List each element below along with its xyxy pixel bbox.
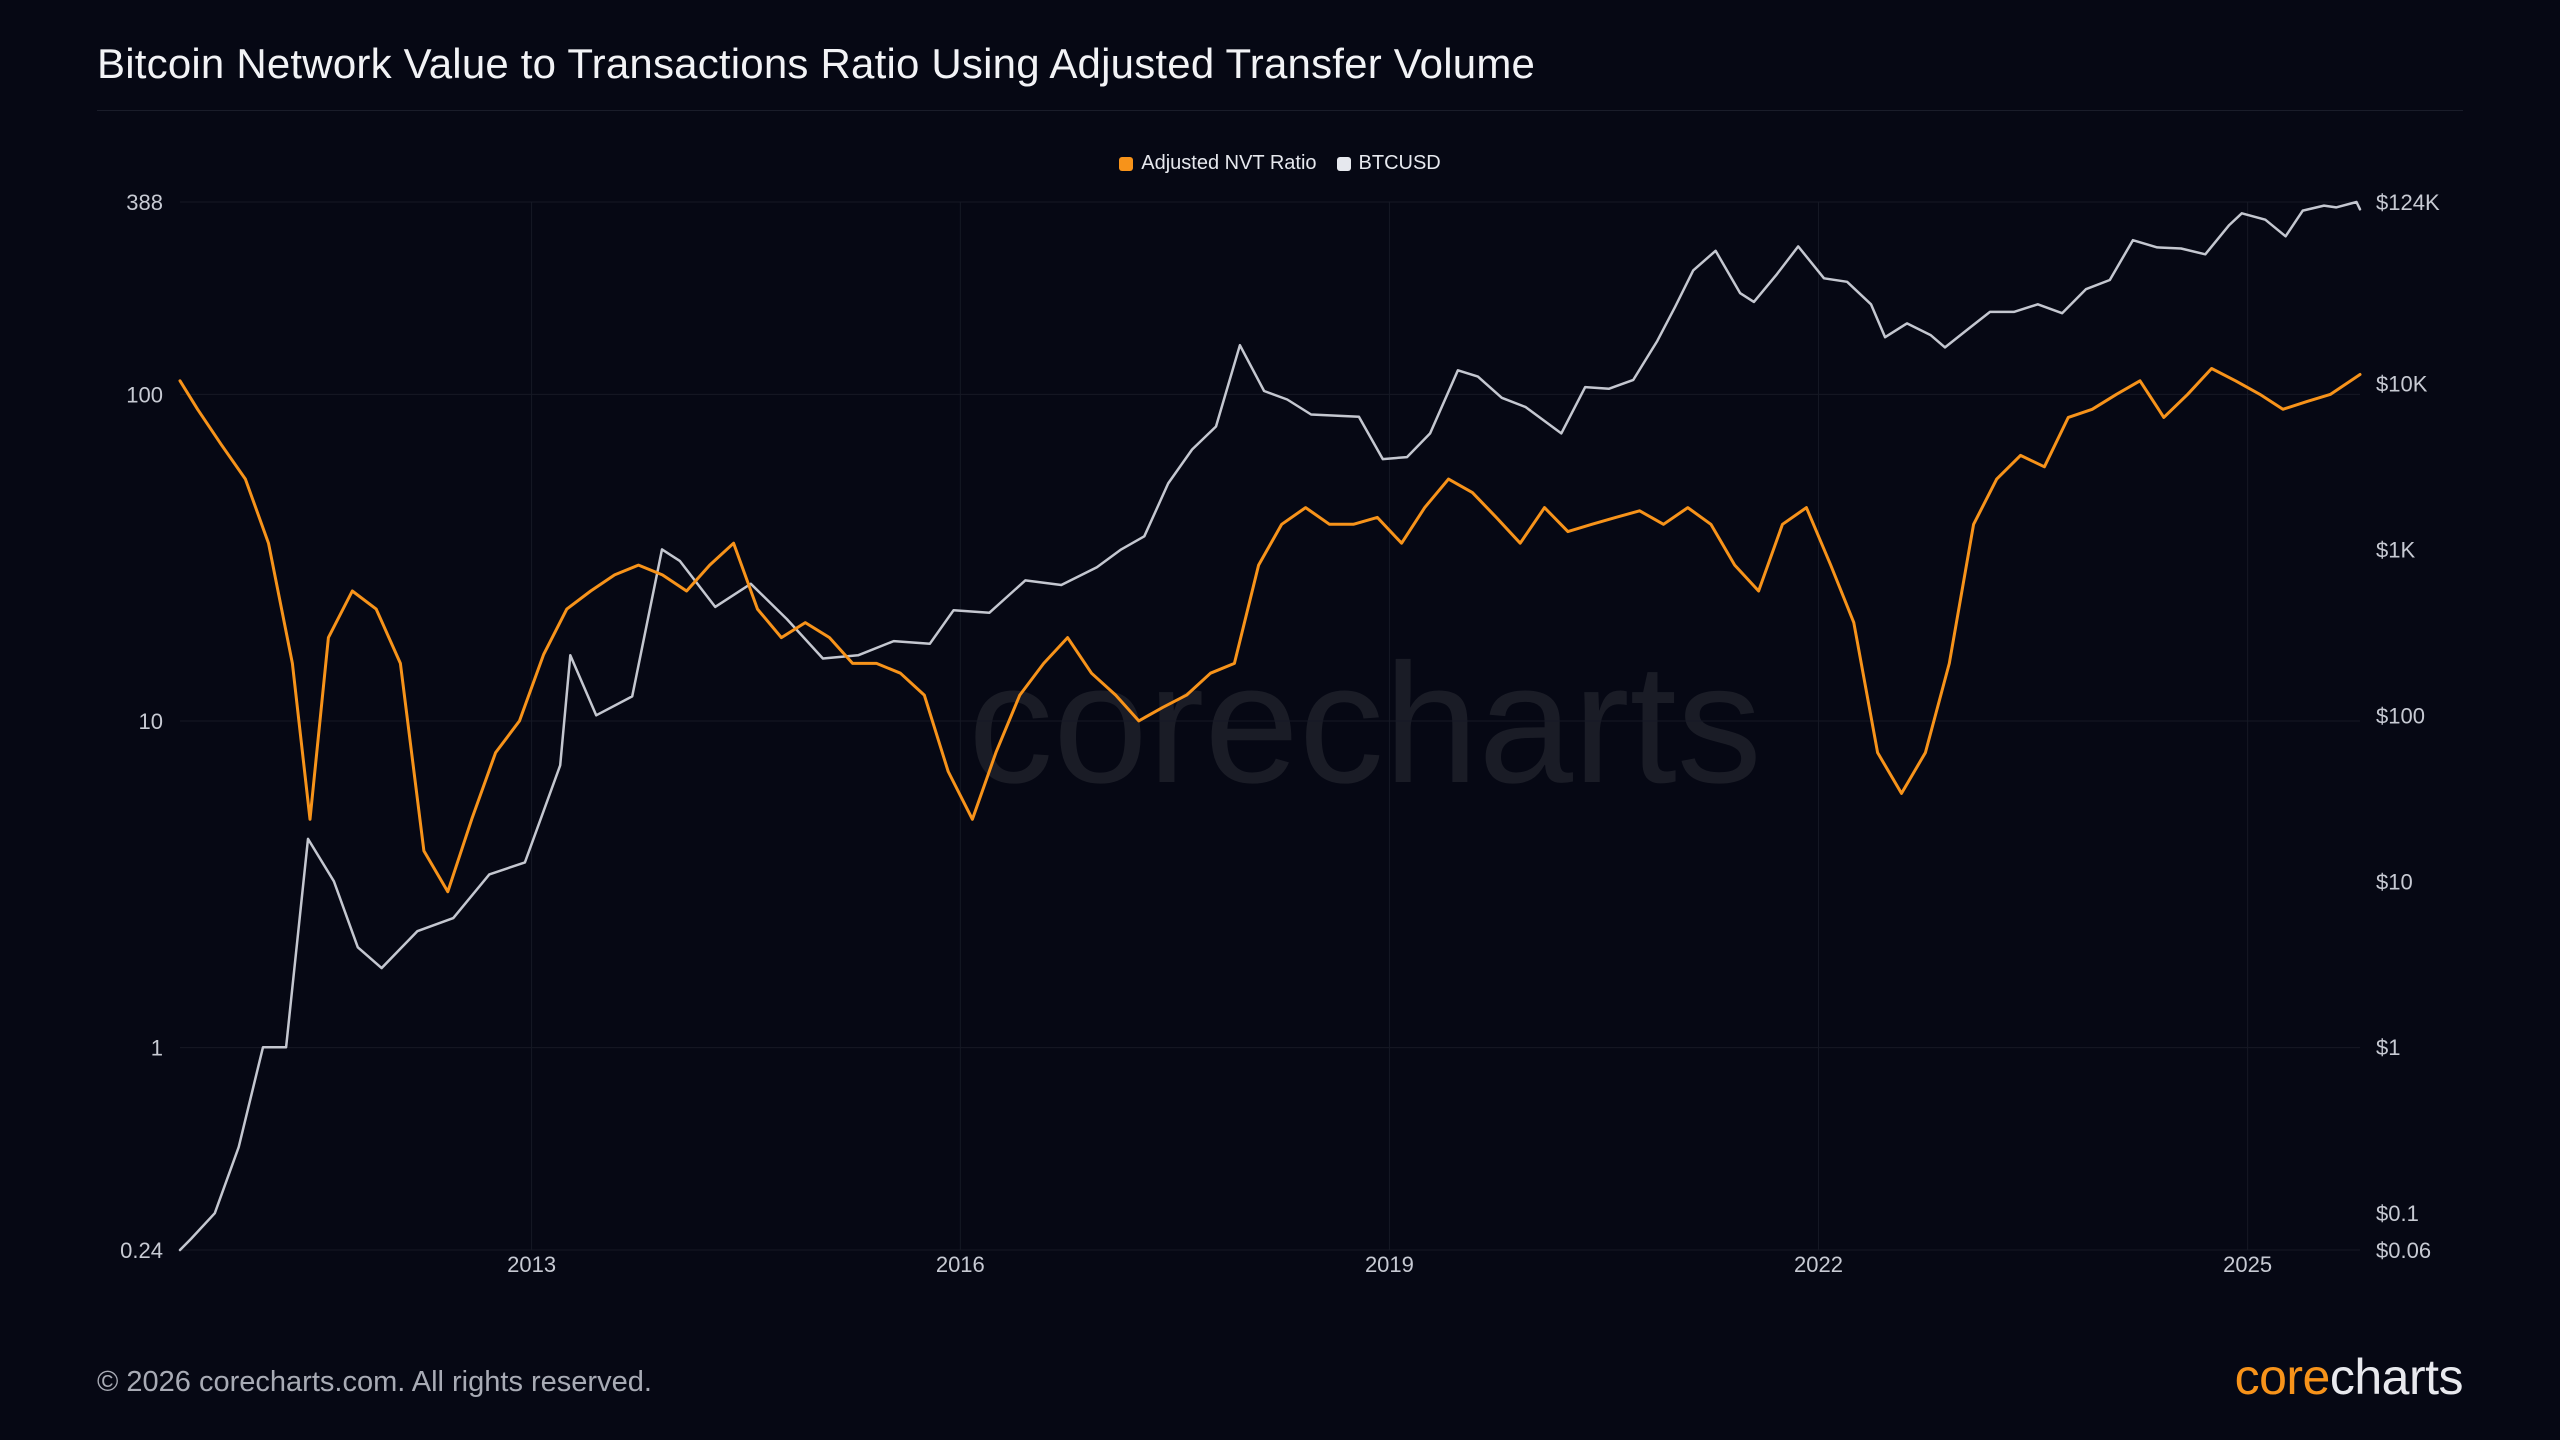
- series-line-nvt[interactable]: [178, 367, 2362, 894]
- logo-core: core: [2234, 1349, 2331, 1405]
- legend-swatch-btcusd: [1336, 156, 1351, 171]
- corecharts-logo[interactable]: corecharts: [2234, 1348, 2464, 1406]
- x-tick-label: 2025: [2223, 1252, 2272, 1277]
- legend-item-nvt[interactable]: Adjusted NVT Ratio: [1119, 152, 1317, 175]
- series-line-btcusd[interactable]: [178, 200, 2362, 1252]
- y-left-tick-label: 388: [126, 190, 163, 215]
- x-tick-label: 2016: [936, 1252, 985, 1277]
- y-left-tick-label: 100: [126, 382, 163, 407]
- y-right-tick-label: $10K: [2376, 371, 2428, 396]
- y-left-tick-label: 1: [151, 1036, 163, 1061]
- legend-item-btcusd[interactable]: BTCUSD: [1336, 152, 1441, 175]
- y-right-tick-label: $0.1: [2376, 1201, 2419, 1226]
- title-divider: [97, 110, 2463, 111]
- y-right-tick-label: $100: [2376, 703, 2425, 728]
- chart-legend: Adjusted NVT Ratio BTCUSD: [0, 152, 2560, 175]
- y-right-tick-label: $0.06: [2376, 1238, 2431, 1263]
- y-right-tick-label: $124K: [2376, 190, 2440, 215]
- legend-swatch-nvt: [1119, 156, 1134, 171]
- x-tick-label: 2022: [1794, 1252, 1843, 1277]
- copyright-text: © 2026 corecharts.com. All rights reserv…: [97, 1366, 652, 1398]
- logo-charts: charts: [2329, 1349, 2464, 1405]
- x-tick-label: 2013: [507, 1252, 556, 1277]
- y-left-tick-label: 10: [139, 709, 163, 734]
- chart-title: Bitcoin Network Value to Transactions Ra…: [97, 40, 1536, 87]
- legend-label-nvt: Adjusted NVT Ratio: [1141, 152, 1317, 174]
- x-tick-label: 2019: [1365, 1252, 1414, 1277]
- legend-label-btcusd: BTCUSD: [1358, 152, 1441, 174]
- y-left-tick-label: 0.24: [120, 1238, 163, 1263]
- axis-labels: 0.24 1 10 100 388 $0.06 $0.1 $1 $10 $100 $1K $10K $1…: [120, 190, 2440, 1277]
- watermark: corecharts: [968, 629, 1762, 819]
- y-right-tick-label: $1: [2376, 1035, 2400, 1060]
- series-layer: [178, 200, 2362, 1252]
- y-right-tick-label: $1K: [2376, 537, 2415, 562]
- y-right-tick-label: $10: [2376, 869, 2413, 894]
